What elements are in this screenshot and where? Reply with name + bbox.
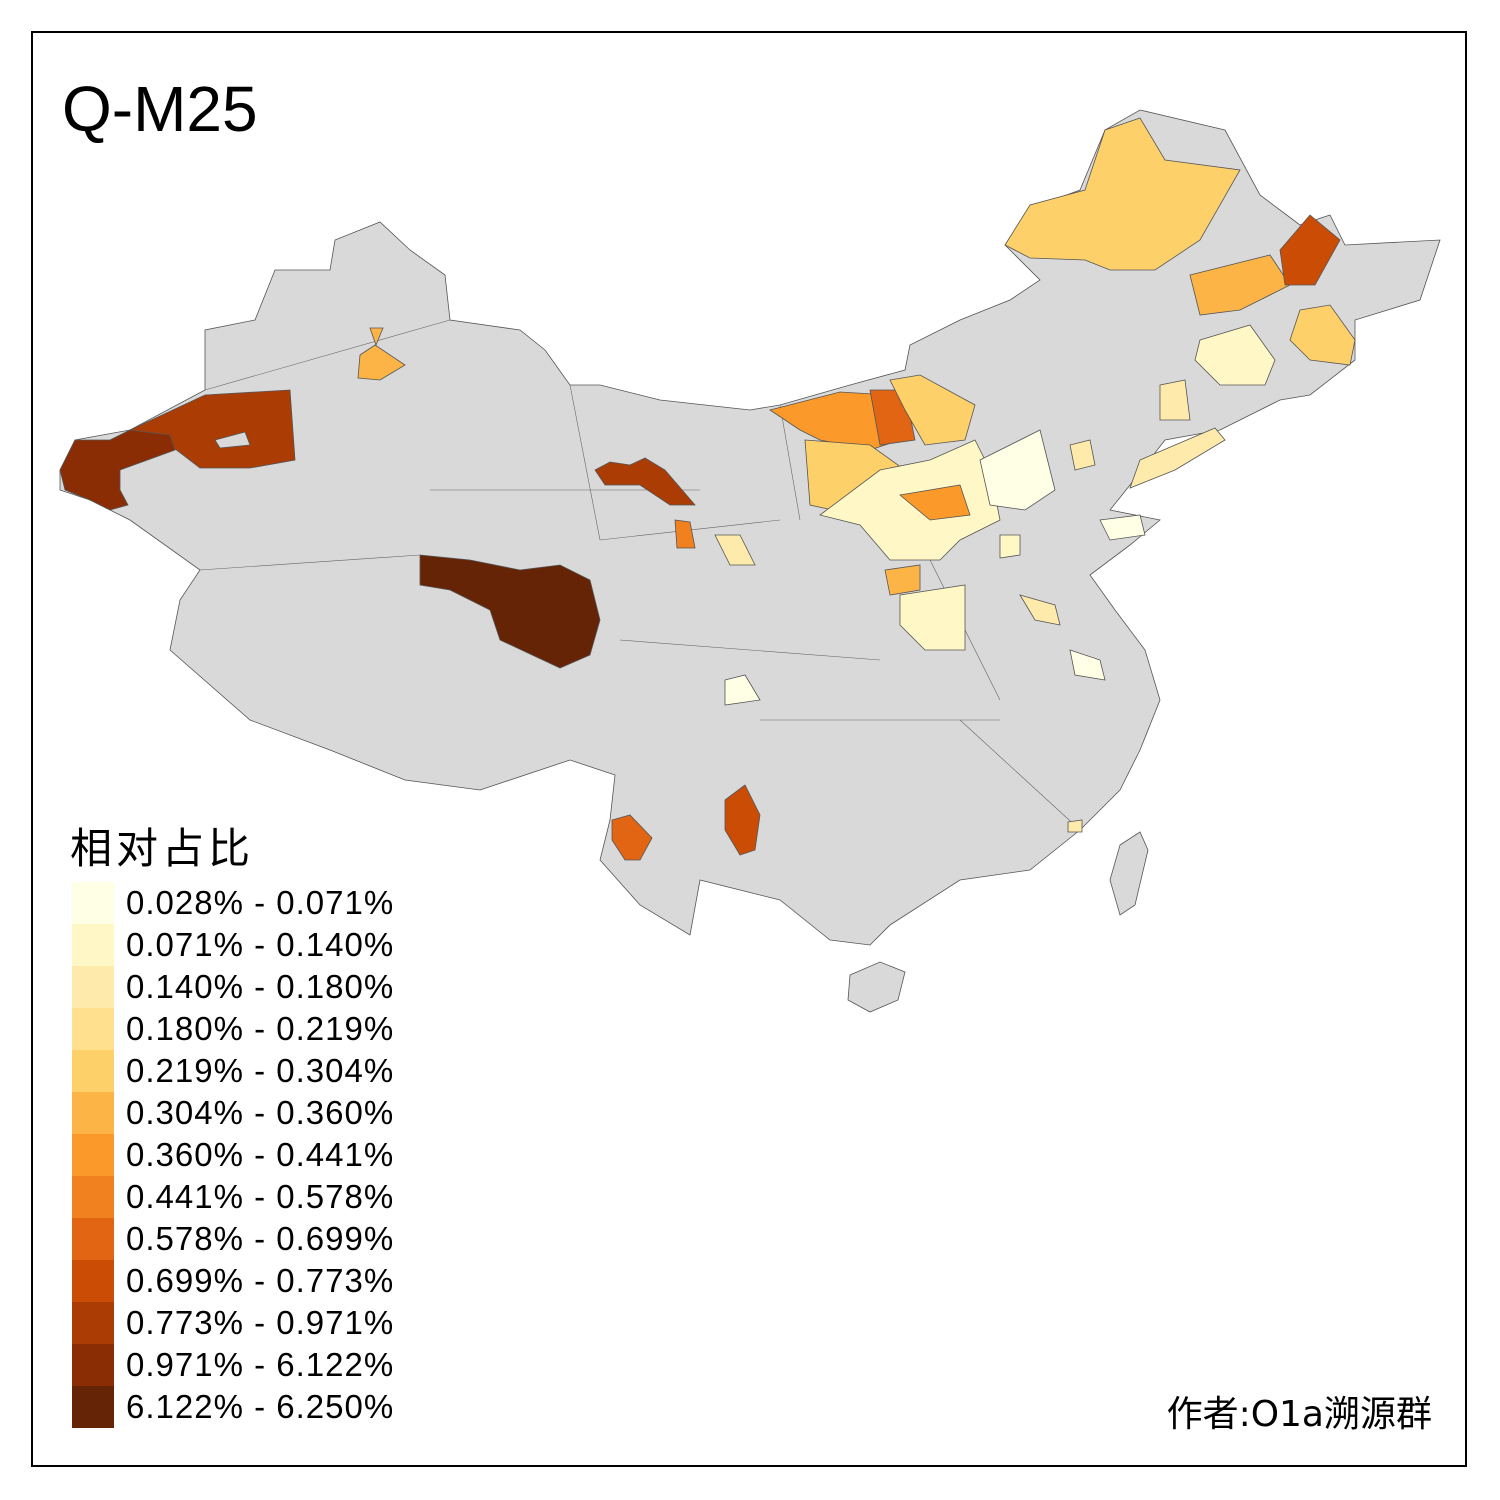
province-boundary: [779, 404, 801, 521]
legend-swatch: [72, 1218, 114, 1260]
legend-item: 0.219% - 0.304%: [72, 1050, 394, 1092]
region-fill: [769, 391, 901, 451]
legend-item: 0.773% - 0.971%: [72, 1302, 394, 1344]
region-unfilled: [214, 431, 251, 449]
legend-item: 0.180% - 0.219%: [72, 1008, 394, 1050]
region-fill: [1069, 439, 1096, 471]
legend-label: 0.071% - 0.140%: [126, 926, 395, 963]
region-fill: [1189, 254, 1291, 316]
legend-item: 0.304% - 0.360%: [72, 1092, 394, 1134]
province-boundary: [204, 319, 451, 391]
region-fill: [1194, 324, 1276, 386]
legend-label: 0.304% - 0.360%: [126, 1094, 395, 1131]
region-fill: [1067, 819, 1083, 833]
region-fill: [1159, 379, 1191, 421]
region-fill: [724, 674, 761, 706]
taiwan-island: [1109, 831, 1149, 916]
legend-swatch: [72, 1260, 114, 1302]
region-fill: [1129, 427, 1226, 489]
region-fill: [1099, 514, 1146, 541]
legend-swatch: [72, 1176, 114, 1218]
legend-swatch: [72, 1008, 114, 1050]
china-mainland: [59, 109, 1441, 946]
region-fill: [714, 534, 756, 566]
legend-item: 0.140% - 0.180%: [72, 966, 394, 1008]
province-boundary: [569, 384, 601, 541]
legend-item: 0.441% - 0.578%: [72, 1176, 394, 1218]
region-fill: [1279, 214, 1341, 286]
legend-item: 0.699% - 0.773%: [72, 1260, 394, 1302]
legend-item: 0.971% - 6.122%: [72, 1344, 394, 1386]
region-fill: [979, 429, 1056, 511]
legend-label: 0.578% - 0.699%: [126, 1220, 395, 1257]
legend-label: 0.773% - 0.971%: [126, 1304, 395, 1341]
legend-swatch: [72, 1050, 114, 1092]
legend-label: 0.180% - 0.219%: [126, 1010, 395, 1047]
region-fill: [611, 814, 653, 861]
region-fill: [59, 429, 176, 511]
region-fill: [674, 519, 696, 549]
region-fill: [1069, 649, 1106, 681]
region-fill: [594, 457, 696, 506]
legend-swatch: [72, 1386, 114, 1428]
region-fill: [884, 564, 921, 596]
region-fill: [419, 554, 601, 669]
legend: 0.028% - 0.071% 0.071% - 0.140% 0.140% - 0…: [72, 882, 394, 1428]
province-boundary: [619, 639, 881, 661]
legend-swatch: [72, 1344, 114, 1386]
region-fill: [899, 484, 971, 521]
legend-item: 0.028% - 0.071%: [72, 882, 394, 924]
legend-label: 0.699% - 0.773%: [126, 1262, 395, 1299]
region-fill: [889, 374, 976, 446]
legend-label: 0.971% - 6.122%: [126, 1346, 395, 1383]
author-credit: 作者:O1a溯源群: [1166, 1394, 1432, 1435]
region-fill: [899, 584, 966, 651]
legend-swatch: [72, 882, 114, 924]
legend-label: 6.122% - 6.250%: [126, 1388, 395, 1425]
legend-swatch: [72, 1092, 114, 1134]
region-fill: [1289, 304, 1356, 366]
figure-border: [31, 31, 1467, 1467]
region-fill: [369, 327, 384, 347]
legend-label: 0.441% - 0.578%: [126, 1178, 395, 1215]
legend-item: 0.578% - 0.699%: [72, 1218, 394, 1260]
region-fill: [724, 784, 761, 856]
legend-swatch: [72, 1302, 114, 1344]
legend-label: 0.028% - 0.071%: [126, 884, 395, 921]
region-fill: [999, 534, 1021, 559]
legend-swatch: [72, 1134, 114, 1176]
region-fill: [1019, 594, 1061, 626]
legend-item: 0.360% - 0.441%: [72, 1134, 394, 1176]
legend-swatch: [72, 966, 114, 1008]
legend-title: 相对占比: [70, 824, 255, 873]
legend-label: 0.219% - 0.304%: [126, 1052, 395, 1089]
legend-swatch: [72, 924, 114, 966]
province-boundary: [959, 719, 1081, 831]
province-boundary: [199, 554, 421, 571]
legend-label: 0.140% - 0.180%: [126, 968, 395, 1005]
legend-item: 6.122% - 6.250%: [72, 1386, 394, 1428]
region-fill: [357, 344, 406, 381]
region-fill: [1004, 117, 1241, 271]
map-title: Q-M25: [62, 73, 258, 145]
hainan-island: [847, 961, 906, 1013]
legend-item: 0.071% - 0.140%: [72, 924, 394, 966]
legend-label: 0.360% - 0.441%: [126, 1136, 395, 1173]
